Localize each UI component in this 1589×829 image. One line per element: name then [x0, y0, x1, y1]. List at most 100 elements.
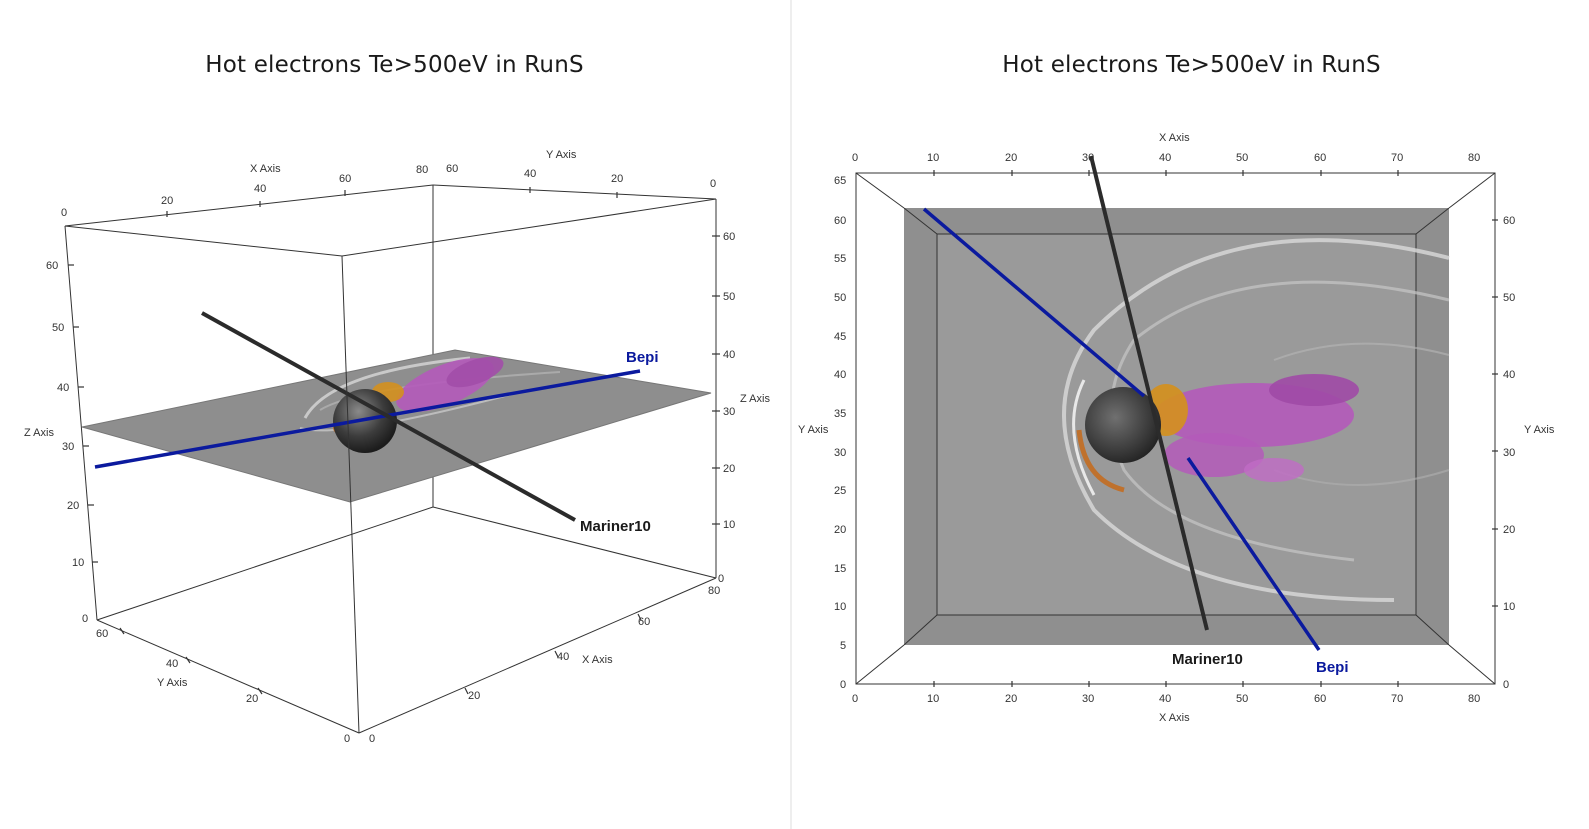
right-bottom-x-tick: 40: [1159, 693, 1171, 705]
left-top-y-axis-label: Y Axis: [546, 149, 577, 161]
right-bottom-x-tick: 0: [852, 693, 858, 705]
right-right-y-tick: 60: [1503, 215, 1515, 227]
left-z-tick: 10: [72, 557, 84, 569]
right-left-y-axis-label: Y Axis: [798, 424, 829, 436]
right-left-y-tick: 5: [840, 640, 846, 652]
right-bottom-x-tick: 80: [1468, 693, 1480, 705]
left-right-z-tick: 50: [723, 291, 735, 303]
right-bottom-x-tick: 60: [1314, 693, 1326, 705]
left-z-tick: 40: [57, 382, 69, 394]
right-top-x-tick: 40: [1159, 152, 1171, 164]
right-left-y-tick: 45: [834, 331, 846, 343]
panel-divider: [790, 0, 792, 829]
left-z-tick: 50: [52, 322, 64, 334]
right-right-y-tick: 20: [1503, 524, 1515, 536]
right-top-x-tick: 80: [1468, 152, 1480, 164]
left-right-z-tick: 30: [723, 406, 735, 418]
left-right-z-axis-label: Z Axis: [740, 393, 770, 405]
right-panel-top-view: Hot electrons Te>500eV in RunS: [794, 0, 1589, 829]
right-left-y-tick: 65: [834, 175, 846, 187]
right-left-y-tick: 40: [834, 369, 846, 381]
right-right-y-tick: 30: [1503, 447, 1515, 459]
right-tick-marks: [933, 170, 1498, 687]
left-right-z-tick: 20: [723, 463, 735, 475]
right-top-x-tick: 50: [1236, 152, 1248, 164]
left-bottom-y-tick: 40: [166, 658, 178, 670]
right-bottom-x-tick: 30: [1082, 693, 1094, 705]
right-right-y-ticks: 60 50 40 30 20 10 0: [1503, 215, 1515, 691]
left-bottom-y-axis-label: Y Axis: [157, 677, 188, 689]
left-tick-marks: [68, 187, 720, 695]
left-top-y-tick: 0: [710, 178, 716, 190]
right-bottom-x-tick: 20: [1005, 693, 1017, 705]
right-left-y-tick: 10: [834, 601, 846, 613]
left-tick-labels: 0 20 40 60 80 60 40 20 0 60 50 40 30 20 …: [46, 163, 735, 745]
left-z-axis-label: Z Axis: [24, 427, 54, 439]
right-left-y-tick: 15: [834, 563, 846, 575]
left-bottom-y-tick: 20: [246, 693, 258, 705]
left-panel-3d-view: Hot electrons Te>500eV in RunS: [0, 0, 789, 829]
right-right-y-tick: 10: [1503, 601, 1515, 613]
right-right-y-tick: 40: [1503, 369, 1515, 381]
right-bottom-x-axis-label: X Axis: [1159, 712, 1190, 724]
right-left-y-tick: 55: [834, 253, 846, 265]
left-top-x-tick: 20: [161, 195, 173, 207]
right-left-y-tick: 20: [834, 524, 846, 536]
right-right-y-axis-label: Y Axis: [1524, 424, 1555, 436]
left-box-back-edges: [96, 184, 717, 621]
right-top-x-tick: 60: [1314, 152, 1326, 164]
right-top-x-tick: 70: [1391, 152, 1403, 164]
right-mariner-trajectory[interactable]: [1089, 155, 1209, 631]
right-hot-electron-cloud: [1076, 374, 1359, 493]
left-mariner-trajectory[interactable]: [201, 311, 576, 522]
right-left-y-tick: 35: [834, 408, 846, 420]
right-bottom-x-tick: 70: [1391, 693, 1403, 705]
right-left-y-tick: 25: [834, 485, 846, 497]
right-mariner-label: Mariner10: [1172, 651, 1243, 668]
left-top-y-tick: 40: [524, 168, 536, 180]
right-top-x-ticks: 0 10 20 30 40 50 60 70 80: [852, 152, 1480, 164]
right-right-y-tick: 0: [1503, 679, 1509, 691]
right-bottom-x-tick: 10: [927, 693, 939, 705]
left-top-y-tick: 60: [446, 163, 458, 175]
left-top-x-tick: 0: [61, 207, 67, 219]
left-z-tick: 60: [46, 260, 58, 272]
right-left-y-tick: 50: [834, 292, 846, 304]
left-box-front-edges: [64, 184, 717, 734]
left-bottom-x-axis-label: X Axis: [582, 654, 613, 666]
left-top-x-axis-label: X Axis: [250, 163, 281, 175]
right-top-x-tick: 20: [1005, 152, 1017, 164]
left-right-z-tick: 0: [718, 573, 724, 585]
left-z-tick: 20: [67, 500, 79, 512]
left-top-x-tick: 60: [339, 173, 351, 185]
left-3d-plot[interactable]: 0 20 40 60 80 60 40 20 0 60 50 40 30 20 …: [0, 0, 789, 829]
right-panel-title: Hot electrons Te>500eV in RunS: [1002, 52, 1381, 78]
right-top-x-axis-label: X Axis: [1159, 132, 1190, 144]
right-planet-mercury: [1085, 387, 1161, 463]
right-simulation-plane: [904, 208, 1450, 645]
right-top-x-tick: 30: [1082, 152, 1094, 164]
right-bepi-trajectory-upper[interactable]: [922, 207, 1146, 398]
right-bottom-x-tick: 50: [1236, 693, 1248, 705]
left-bepi-trajectory[interactable]: [94, 369, 641, 469]
right-left-y-tick: 30: [834, 447, 846, 459]
left-bottom-x-tick: 40: [557, 651, 569, 663]
left-z-tick: 0: [82, 613, 88, 625]
left-bottom-x-tick: 80: [708, 585, 720, 597]
right-bepi-trajectory-lower[interactable]: [1186, 457, 1321, 651]
left-bottom-y-tick: 60: [96, 628, 108, 640]
right-bepi-label: Bepi: [1316, 659, 1349, 676]
left-top-x-tick: 40: [254, 183, 266, 195]
left-right-z-tick: 40: [723, 349, 735, 361]
left-bepi-label: Bepi: [626, 349, 659, 366]
left-bottom-x-tick: 60: [638, 616, 650, 628]
left-top-x-tick: 80: [416, 164, 428, 176]
right-left-y-ticks: 65 60 55 50 45 40 35 30 25 20 15 10 5 0: [834, 175, 846, 691]
right-top-x-tick: 0: [852, 152, 858, 164]
right-left-y-tick: 60: [834, 215, 846, 227]
left-panel-title: Hot electrons Te>500eV in RunS: [205, 52, 584, 78]
left-bottom-y-tick: 0: [344, 733, 350, 745]
right-bottom-x-ticks: 0 10 20 30 40 50 60 70 80: [852, 693, 1480, 705]
right-top-plot[interactable]: 0 10 20 30 40 50 60 70 80 0 10 20 30 40 …: [794, 0, 1589, 829]
left-bottom-x-tick: 20: [468, 690, 480, 702]
